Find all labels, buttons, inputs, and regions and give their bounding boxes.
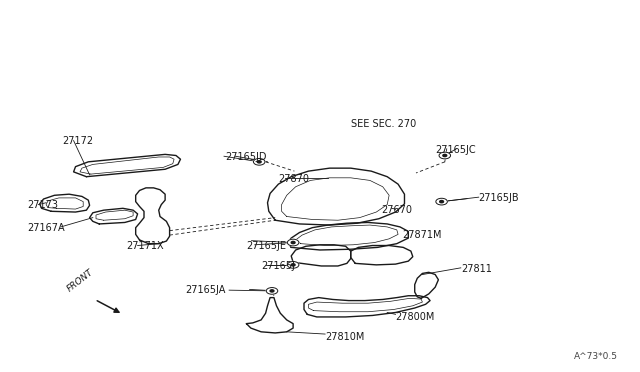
- Circle shape: [287, 239, 299, 246]
- Polygon shape: [351, 246, 413, 265]
- Polygon shape: [268, 168, 404, 225]
- Text: A^73*0.5: A^73*0.5: [573, 352, 618, 361]
- Polygon shape: [291, 245, 351, 266]
- Text: SEE SEC. 270: SEE SEC. 270: [351, 119, 416, 128]
- Circle shape: [291, 241, 295, 244]
- Text: 27811: 27811: [461, 264, 492, 273]
- Circle shape: [257, 161, 261, 163]
- Circle shape: [439, 152, 451, 159]
- Text: 27165JD: 27165JD: [225, 152, 267, 162]
- Text: 27165JE: 27165JE: [246, 241, 287, 250]
- Text: 27810M: 27810M: [325, 332, 365, 341]
- Polygon shape: [246, 298, 293, 333]
- Circle shape: [287, 262, 299, 268]
- Polygon shape: [90, 208, 138, 224]
- Text: 27670: 27670: [381, 205, 412, 215]
- Polygon shape: [136, 188, 170, 244]
- Text: 27165JC: 27165JC: [435, 145, 476, 154]
- Text: 27800M: 27800M: [396, 312, 435, 322]
- Circle shape: [266, 288, 278, 294]
- Circle shape: [443, 154, 447, 157]
- Polygon shape: [304, 296, 430, 317]
- Text: FRONT: FRONT: [66, 268, 95, 294]
- Text: 27167A: 27167A: [27, 223, 65, 232]
- Circle shape: [436, 198, 447, 205]
- Circle shape: [253, 158, 265, 165]
- Polygon shape: [40, 194, 90, 212]
- Text: 27870: 27870: [278, 174, 309, 183]
- Text: 27165J: 27165J: [261, 261, 295, 271]
- Polygon shape: [288, 222, 408, 250]
- Text: 27165JB: 27165JB: [479, 193, 519, 203]
- Text: 27171X: 27171X: [127, 241, 164, 251]
- Text: 27165JA: 27165JA: [186, 285, 226, 295]
- Text: 27871M: 27871M: [402, 230, 442, 240]
- Polygon shape: [415, 272, 438, 298]
- Circle shape: [270, 290, 274, 292]
- Circle shape: [440, 201, 444, 203]
- Text: 27173: 27173: [27, 201, 58, 210]
- Polygon shape: [74, 154, 180, 177]
- Circle shape: [291, 264, 295, 266]
- Text: 27172: 27172: [63, 137, 94, 146]
